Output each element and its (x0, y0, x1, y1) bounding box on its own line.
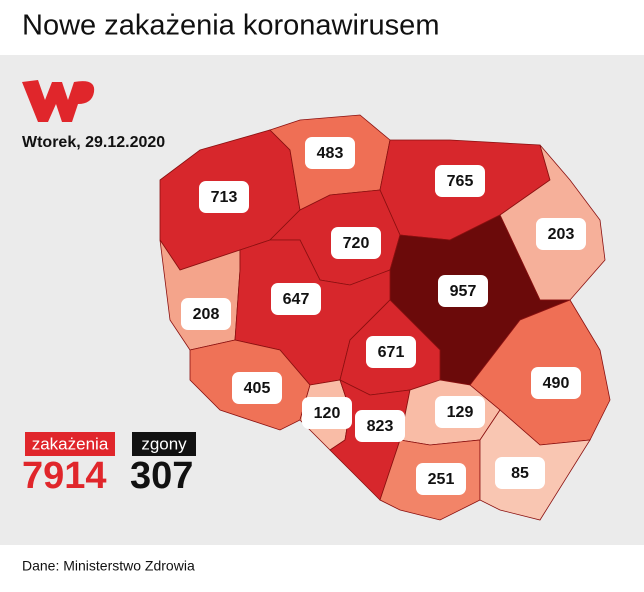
label-box (366, 336, 416, 368)
region-value: 713 (211, 189, 238, 206)
label-box (438, 275, 488, 307)
legend-deaths-box (132, 432, 196, 456)
region-value: 765 (447, 173, 474, 190)
map: 713 483 765 203 720 957 208 647 671 490 405 120 823 1… (159, 114, 611, 521)
region-value: 720 (343, 235, 370, 252)
source: Dane: Ministerstwo Zdrowia (22, 558, 195, 574)
region-value: 203 (548, 226, 575, 243)
logo (22, 80, 95, 122)
title: Nowe zakażenia koronawirusem (22, 10, 439, 42)
region-value: 120 (314, 405, 341, 422)
region-value: 129 (447, 404, 474, 421)
legend-deaths-label: zgony (141, 434, 187, 453)
date: Wtorek, 29.12.2020 (22, 134, 165, 151)
legend-cases-label: zakażenia (32, 434, 109, 453)
region-value: 823 (367, 418, 394, 435)
label-box (181, 298, 231, 330)
region-value: 405 (244, 380, 271, 397)
region-value: 671 (378, 344, 405, 361)
legend-cases-box (25, 432, 115, 456)
label-box (302, 397, 352, 429)
label-box (416, 463, 466, 495)
region-value: 957 (450, 283, 477, 300)
label-box (536, 218, 586, 250)
region-value: 490 (543, 375, 570, 392)
cases-total: 7914 (22, 455, 107, 497)
label-box (495, 457, 545, 489)
label-box (199, 181, 249, 213)
label-box (435, 165, 485, 197)
label-box (435, 396, 485, 428)
region-value: 251 (428, 471, 455, 488)
label-box (271, 283, 321, 315)
label-box (531, 367, 581, 399)
label-box (232, 372, 282, 404)
region-value: 483 (317, 145, 344, 162)
deaths-total: 307 (130, 455, 193, 497)
label-box (305, 137, 355, 169)
label-box (355, 410, 405, 442)
label-box (331, 227, 381, 259)
region-value: 208 (193, 306, 220, 323)
region-value: 85 (511, 465, 529, 482)
region-value: 647 (283, 291, 310, 308)
